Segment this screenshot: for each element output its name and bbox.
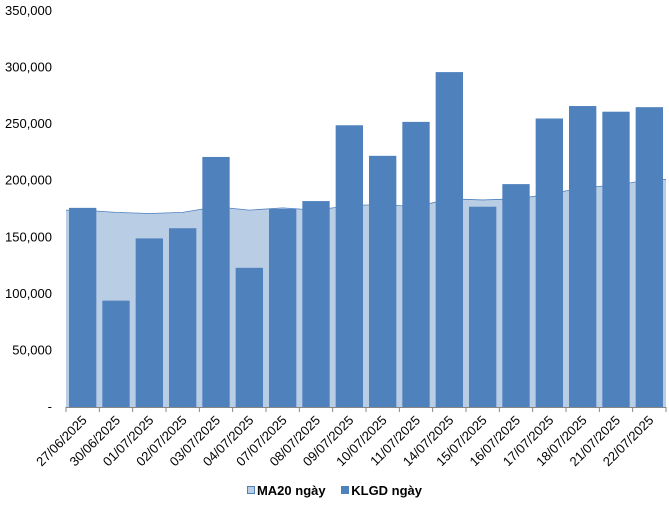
legend-item-ma20: MA20 ngày: [246, 482, 326, 498]
klgd-bar: [369, 155, 397, 407]
y-tick-label: 200,000: [5, 173, 52, 188]
klgd-bar: [602, 111, 630, 407]
klgd-bar: [235, 267, 263, 407]
y-tick-label: 150,000: [5, 229, 52, 244]
y-tick-label: 350,000: [5, 3, 52, 18]
klgd-bar: [535, 118, 563, 407]
klgd-bar: [302, 201, 330, 407]
klgd-bar: [169, 228, 197, 407]
legend: MA20 ngày KLGD ngày: [0, 482, 669, 498]
y-tick-label: 300,000: [5, 60, 52, 75]
klgd-bar: [135, 238, 163, 407]
y-tick-label: -: [48, 399, 52, 414]
klgd-bar: [102, 300, 130, 407]
y-tick-label: 50,000: [12, 342, 52, 357]
klgd-bar: [469, 206, 497, 407]
plot-area: [66, 72, 666, 408]
klgd-bar: [635, 107, 663, 408]
legend-swatch-ma20: [246, 486, 255, 494]
klgd-bar: [335, 125, 363, 407]
klgd-bar: [569, 106, 597, 407]
klgd-bar: [269, 209, 297, 407]
klgd-bar: [402, 121, 430, 407]
y-tick-label: 250,000: [5, 116, 52, 131]
x-axis: 27/06/202530/06/202501/07/202502/07/2025…: [33, 407, 667, 469]
legend-item-klgd: KLGD ngày: [341, 483, 422, 498]
legend-label-ma20: MA20 ngày: [256, 482, 326, 498]
y-tick-label: 100,000: [5, 286, 52, 301]
y-axis-labels: - 50,000 100,000 150,000 200,000 250,000 300,0…: [5, 3, 52, 414]
klgd-bar: [202, 156, 230, 407]
legend-swatch-klgd: [341, 486, 350, 494]
klgd-bar: [435, 72, 463, 408]
legend-label-klgd: KLGD ngày: [351, 482, 423, 498]
klgd-bar: [69, 207, 97, 407]
klgd-bar: [502, 184, 530, 407]
